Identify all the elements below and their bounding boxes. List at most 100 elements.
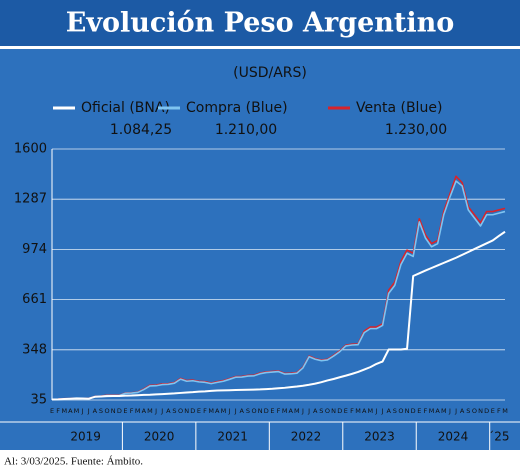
x-tick-label: E — [270, 407, 274, 415]
x-tick-label: N — [478, 407, 483, 415]
x-tick-label: M — [282, 407, 288, 415]
x-tick-label: A — [435, 407, 440, 415]
x-tick-label: J — [454, 407, 457, 415]
x-tick-label: E — [197, 407, 201, 415]
title-banner — [0, 0, 520, 46]
x-tick-label: S — [99, 407, 103, 415]
x-tick-label: S — [319, 407, 323, 415]
x-tick-label: F — [130, 407, 134, 415]
x-tick-label: N — [184, 407, 189, 415]
legend-value: 1.230,00 — [385, 122, 447, 138]
x-tick-label: A — [166, 407, 171, 415]
x-tick-label: O — [398, 407, 403, 415]
legend-label: Compra (Blue) — [186, 100, 288, 116]
x-tick-label: E — [50, 407, 54, 415]
x-tick-label: M — [355, 407, 361, 415]
x-tick-label: S — [466, 407, 470, 415]
year-label: 2019 — [70, 430, 101, 444]
x-tick-label: J — [301, 407, 304, 415]
x-tick-label: M — [368, 407, 374, 415]
year-label: 2021 — [217, 430, 248, 444]
y-tick-label: 348 — [22, 342, 47, 357]
x-tick-label: F — [497, 407, 501, 415]
x-tick-label: F — [424, 407, 428, 415]
x-tick-label: A — [93, 407, 98, 415]
x-tick-label: A — [313, 407, 318, 415]
x-tick-label: N — [111, 407, 116, 415]
y-tick-label: 974 — [22, 242, 47, 257]
x-tick-label: J — [448, 407, 451, 415]
y-tick-label: 35 — [30, 393, 47, 408]
x-tick-label: M — [61, 407, 67, 415]
x-tick-label: O — [325, 407, 330, 415]
x-tick-label: S — [246, 407, 250, 415]
x-tick-label: M — [221, 407, 227, 415]
x-tick-label: F — [56, 407, 60, 415]
x-tick-label: A — [68, 407, 73, 415]
x-tick-label: A — [362, 407, 367, 415]
x-tick-label: S — [393, 407, 397, 415]
x-tick-label: D — [484, 407, 489, 415]
x-tick-label: A — [460, 407, 465, 415]
x-tick-label: J — [87, 407, 90, 415]
x-tick-label: J — [81, 407, 84, 415]
x-tick-label: D — [117, 407, 122, 415]
x-tick-label: M — [502, 407, 508, 415]
x-tick-label: M — [441, 407, 447, 415]
x-tick-label: O — [472, 407, 477, 415]
x-tick-label: M — [429, 407, 435, 415]
x-tick-label: J — [307, 407, 310, 415]
y-tick-label: 661 — [22, 292, 47, 307]
legend-label: Oficial (BNA) — [81, 100, 170, 116]
x-tick-label: A — [215, 407, 220, 415]
x-tick-label: A — [386, 407, 391, 415]
legend-value: 1.084,25 — [110, 122, 172, 138]
x-tick-label: D — [411, 407, 416, 415]
x-tick-label: A — [289, 407, 294, 415]
year-label: 2022 — [291, 430, 322, 444]
series-line — [51, 180, 506, 401]
x-tick-label: O — [251, 407, 256, 415]
x-tick-label: N — [258, 407, 263, 415]
x-tick-label: J — [374, 407, 377, 415]
x-tick-label: D — [264, 407, 269, 415]
x-tick-label: J — [234, 407, 237, 415]
x-tick-label: J — [381, 407, 384, 415]
x-tick-label: A — [240, 407, 245, 415]
x-tick-label: M — [294, 407, 300, 415]
x-tick-label: J — [160, 407, 163, 415]
y-tick-label: 1287 — [14, 192, 47, 207]
y-tick-label: 1600 — [14, 142, 47, 157]
legend-label: Venta (Blue) — [356, 100, 442, 116]
year-label: 2024 — [438, 430, 469, 444]
year-label: 2020 — [144, 430, 175, 444]
year-label: 2023 — [364, 430, 395, 444]
x-tick-label: A — [142, 407, 147, 415]
footnote: Al: 3/03/2025. Fuente: Ámbito. — [4, 456, 143, 468]
x-tick-label: M — [74, 407, 80, 415]
x-tick-label: O — [105, 407, 110, 415]
x-tick-label: E — [417, 407, 421, 415]
x-tick-label: F — [277, 407, 281, 415]
year-label: ´25 — [488, 430, 509, 444]
x-tick-label: F — [350, 407, 354, 415]
x-tick-label: E — [123, 407, 127, 415]
series-line — [51, 230, 506, 401]
x-tick-label: E — [344, 407, 348, 415]
x-tick-label: M — [208, 407, 214, 415]
subtitle: (USD/ARS) — [233, 65, 307, 81]
x-tick-label: M — [147, 407, 153, 415]
chart-title: Evolución Peso Argentino — [66, 8, 455, 39]
x-tick-label: J — [154, 407, 157, 415]
x-tick-label: J — [228, 407, 231, 415]
x-tick-label: S — [172, 407, 176, 415]
x-tick-label: D — [337, 407, 342, 415]
x-tick-label: M — [135, 407, 141, 415]
x-tick-label: N — [405, 407, 410, 415]
x-tick-label: N — [331, 407, 336, 415]
x-tick-label: O — [178, 407, 183, 415]
x-tick-label: D — [190, 407, 195, 415]
x-tick-label: E — [491, 407, 495, 415]
